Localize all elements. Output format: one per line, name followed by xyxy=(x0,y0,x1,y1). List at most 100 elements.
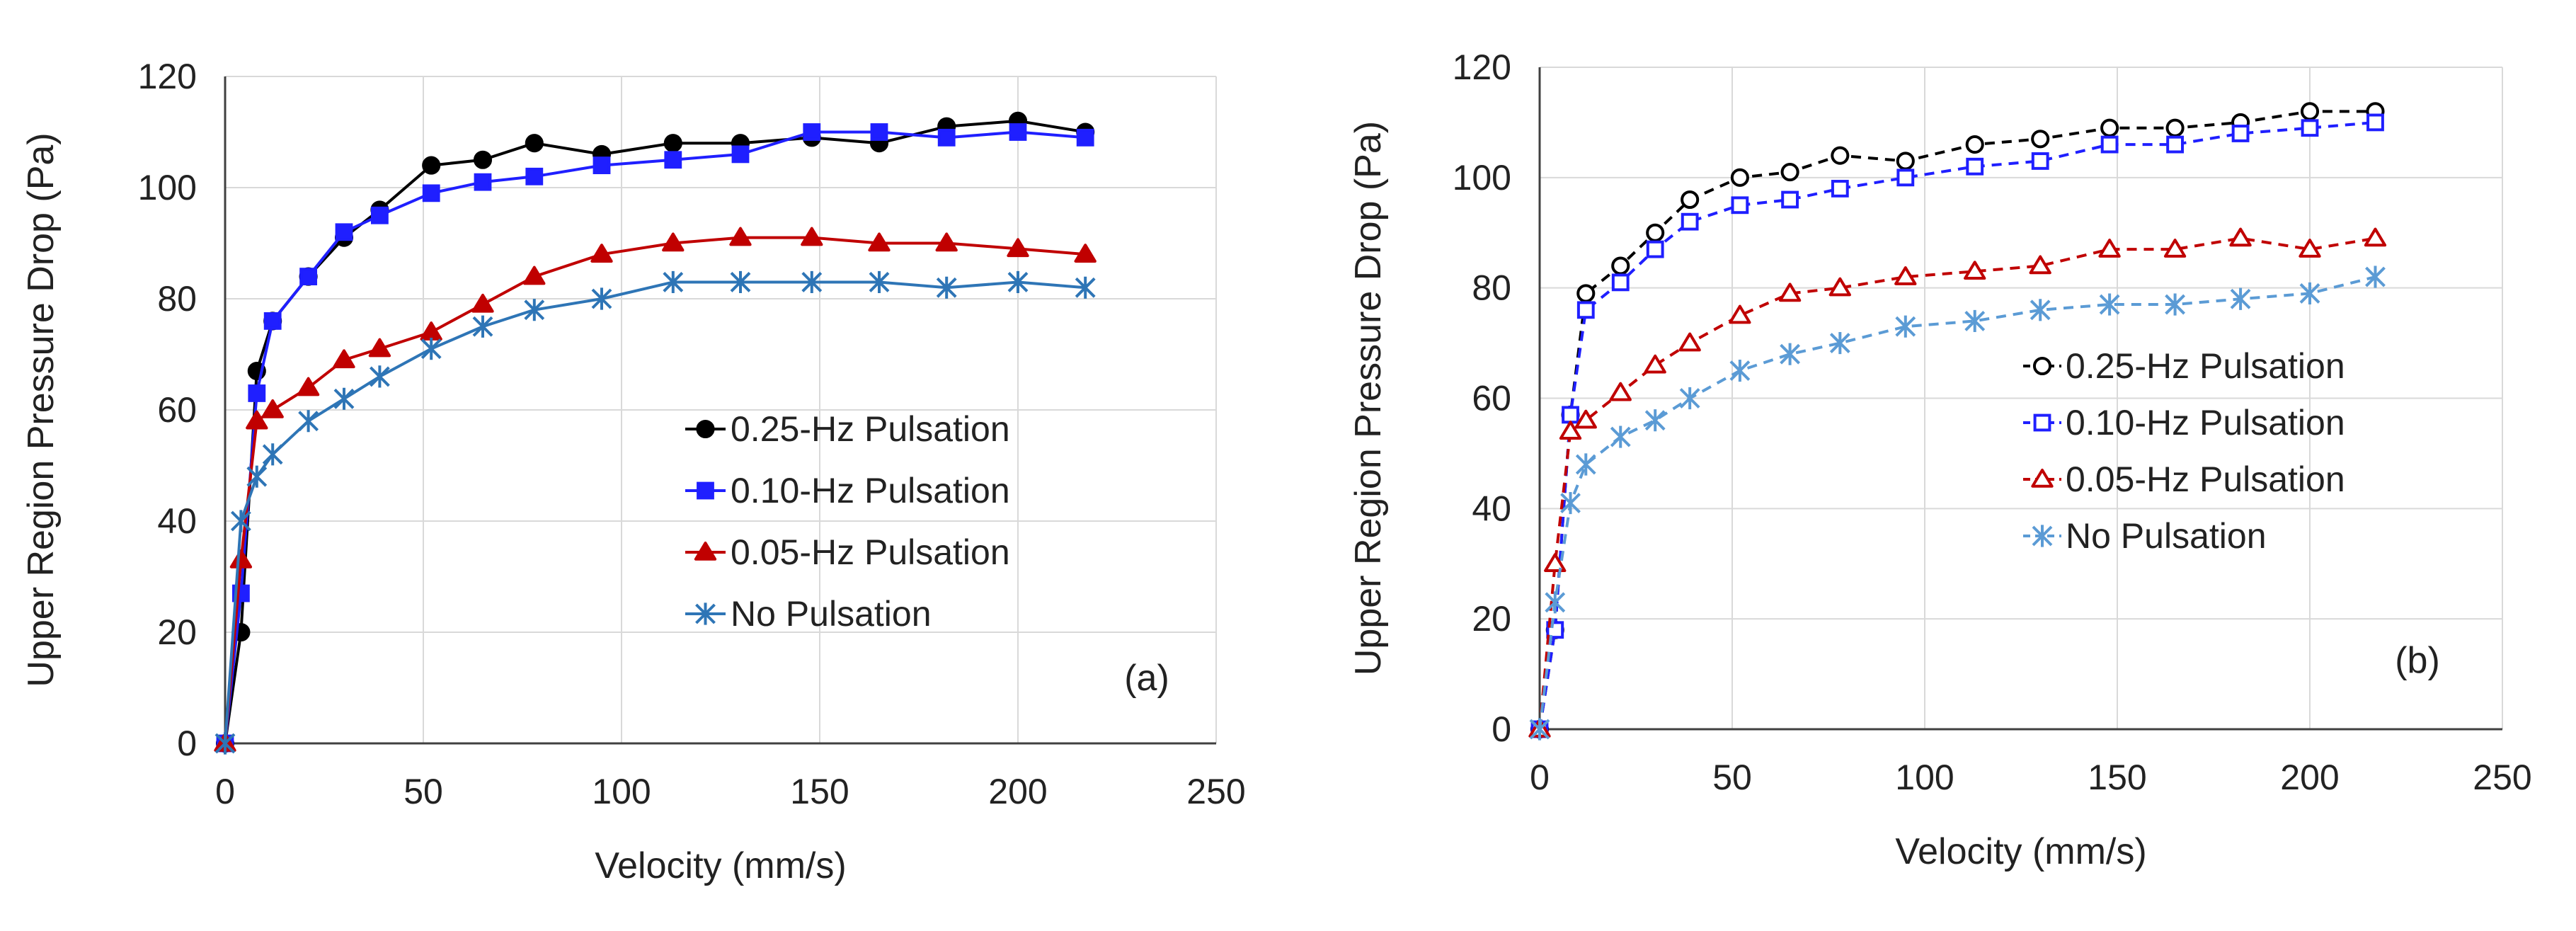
chart-panel-a: 0 20 40 60 80 100 120 0 50 100 150 200 250 Velocity (… xyxy=(21,57,1246,886)
legend-marker xyxy=(2032,525,2053,547)
panel-label: (a) xyxy=(1124,658,1169,699)
x-tick-label: 150 xyxy=(2088,758,2146,797)
data-point xyxy=(2166,135,2184,154)
legend-label: 0.25-Hz Pulsation xyxy=(731,409,1010,449)
x-tick-label: 0 xyxy=(1530,758,1550,797)
data-point xyxy=(1828,277,1851,297)
data-point xyxy=(420,321,442,341)
data-point xyxy=(298,410,319,433)
x-axis-title: Velocity (mm/s) xyxy=(1895,831,2146,872)
data-point xyxy=(525,134,544,153)
x-tick-label: 100 xyxy=(592,772,651,811)
data-point xyxy=(729,227,752,246)
data-point xyxy=(731,145,750,164)
data-point xyxy=(2098,239,2121,258)
data-point xyxy=(1644,409,1666,432)
y-tick-label: 40 xyxy=(1472,489,1511,528)
data-point xyxy=(1644,354,1666,374)
legend-label: 0.05-Hz Pulsation xyxy=(2066,459,2345,499)
series-no-pulsation xyxy=(214,270,1096,755)
data-point xyxy=(473,150,493,169)
data-point xyxy=(1780,162,1799,182)
series-0-10-hz-pulsation xyxy=(216,123,1094,753)
data-point xyxy=(1610,425,1631,448)
data-point xyxy=(869,270,890,294)
data-point xyxy=(1731,196,1749,215)
data-point xyxy=(2165,118,2185,137)
data-point xyxy=(474,173,492,191)
data-point xyxy=(1545,591,1566,614)
data-point xyxy=(1007,270,1029,294)
data-point xyxy=(1075,276,1096,299)
y-axis-title: Upper Region Pressure Drop (Pa) xyxy=(21,132,62,687)
data-point xyxy=(262,443,283,466)
data-point xyxy=(1966,157,1984,176)
data-point xyxy=(1611,256,1630,275)
data-point xyxy=(2030,299,2051,321)
data-point xyxy=(591,287,612,310)
data-point xyxy=(1964,261,1986,280)
data-point xyxy=(1895,315,1916,338)
data-point xyxy=(870,123,888,141)
x-tick-label: 0 xyxy=(215,772,235,811)
data-point xyxy=(1831,180,1849,198)
data-point xyxy=(246,465,268,488)
data-point xyxy=(297,377,320,396)
data-point xyxy=(524,299,545,321)
legend-marker xyxy=(697,481,714,500)
data-point xyxy=(590,244,613,263)
data-point xyxy=(1729,359,1751,382)
x-tick-label: 50 xyxy=(1712,758,1752,797)
data-point xyxy=(1646,240,1664,258)
y-tick-label: 0 xyxy=(1492,709,1511,749)
data-point xyxy=(2231,125,2250,142)
series-line xyxy=(1538,120,2376,730)
series-no-pulsation xyxy=(1529,265,2386,741)
x-tick-label: 150 xyxy=(790,772,849,811)
data-point xyxy=(2031,152,2049,170)
data-point xyxy=(663,270,684,294)
data-point xyxy=(472,315,493,338)
data-point xyxy=(1964,309,1986,333)
data-point xyxy=(2163,239,2187,258)
data-point xyxy=(1576,284,1596,303)
series-0-05-hz-pulsation xyxy=(214,227,1097,752)
data-point xyxy=(1576,301,1595,319)
data-point xyxy=(1544,553,1567,572)
data-point xyxy=(422,184,440,202)
y-tick-label: 60 xyxy=(1472,379,1511,418)
data-point xyxy=(2229,227,2252,247)
data-point xyxy=(662,232,685,252)
legend: 0.25-Hz Pulsation 0.10-Hz Pulsation 0.05-H… xyxy=(685,409,1010,634)
data-point xyxy=(333,387,355,410)
data-point xyxy=(422,156,441,175)
data-point xyxy=(1562,406,1579,424)
data-point xyxy=(2365,265,2386,288)
data-point xyxy=(368,338,391,358)
data-point xyxy=(663,134,682,153)
data-point xyxy=(230,510,251,532)
data-point xyxy=(523,265,546,285)
data-point xyxy=(1894,266,1917,285)
data-point xyxy=(868,232,891,252)
data-point xyxy=(335,223,353,241)
data-point xyxy=(1611,273,1630,292)
data-point xyxy=(471,293,494,313)
x-axis-title: Velocity (mm/s) xyxy=(595,845,846,886)
y-tick-label: 120 xyxy=(138,57,197,96)
data-point xyxy=(1681,190,1700,210)
series-line xyxy=(1538,275,2376,730)
data-point xyxy=(1729,304,1751,324)
panel-label: (b) xyxy=(2395,640,2440,681)
data-point xyxy=(2301,119,2319,137)
data-point xyxy=(1896,152,1915,171)
data-point xyxy=(2299,282,2320,305)
data-point xyxy=(1529,718,1550,741)
chart-panel-b: 0 20 40 60 80 100 120 0 50 100 150 200 250 Velocity (… xyxy=(1348,47,2532,872)
data-point xyxy=(1609,382,1632,401)
x-tick-label: 200 xyxy=(988,772,1047,811)
y-tick-label: 0 xyxy=(177,724,197,763)
data-point xyxy=(525,167,544,185)
series-line xyxy=(224,280,1086,744)
data-point xyxy=(246,410,268,430)
